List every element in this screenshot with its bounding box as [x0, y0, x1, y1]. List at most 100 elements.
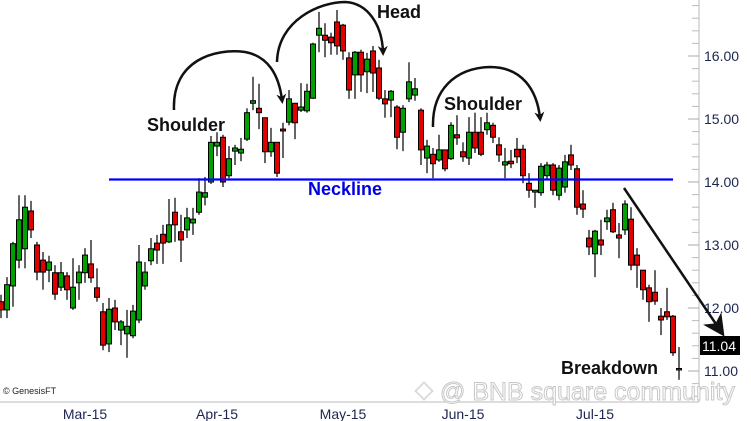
candle-body-up	[82, 254, 88, 274]
candle-body-down	[628, 218, 634, 266]
y-tick-label: 14.00	[704, 174, 739, 190]
candle	[196, 178, 202, 215]
candle	[526, 173, 532, 198]
candle-body-down	[154, 242, 160, 251]
x-axis: Mar-15 Apr-15 May-15 Jun-15 Jul-15	[0, 401, 699, 421]
candle	[58, 262, 64, 291]
candle	[280, 122, 286, 159]
candle	[358, 49, 364, 92]
candle-body-up	[76, 271, 82, 284]
credit-text: © GenesisFT	[3, 386, 57, 396]
candle-body-up	[4, 284, 10, 311]
candle	[166, 199, 172, 244]
candles	[0, 10, 682, 380]
candle-body-up	[304, 90, 310, 112]
candle	[232, 144, 238, 165]
candle-body-down	[568, 154, 574, 166]
candle	[94, 268, 100, 302]
candle	[244, 108, 250, 142]
candle-body-up	[352, 51, 358, 76]
candle-body-down	[0, 301, 4, 311]
candle	[106, 297, 112, 353]
candle	[370, 45, 376, 92]
candle	[76, 265, 82, 300]
candle-body-up	[142, 271, 148, 287]
candle-body-up	[148, 248, 154, 262]
candle-body-down	[430, 153, 436, 165]
candle-body-down	[652, 291, 658, 302]
candle-body-down	[472, 131, 478, 149]
candle-body-up	[202, 192, 208, 198]
candle-body-up	[58, 272, 64, 288]
candle-body-down	[442, 149, 448, 170]
y-tick-label: 13.00	[704, 237, 739, 253]
candle	[532, 189, 538, 208]
candle	[364, 52, 370, 94]
candle	[82, 248, 88, 283]
candle-body-down	[322, 34, 328, 41]
candle-body-down	[526, 182, 532, 191]
last-price-label: 11.04	[702, 338, 736, 354]
candle-body-up	[412, 88, 418, 96]
candle	[28, 200, 34, 239]
candle-body-down	[550, 164, 556, 191]
left-shoulder-arrow	[172, 50, 287, 111]
candle	[448, 122, 454, 160]
candle	[256, 83, 262, 130]
candle-body-down	[496, 144, 502, 156]
candle	[130, 304, 136, 339]
candle-body-up	[466, 131, 472, 159]
candle-body-down	[100, 311, 106, 346]
candle	[238, 137, 244, 162]
candle	[664, 287, 670, 320]
candle	[154, 234, 160, 264]
y-tick-label: 15.00	[704, 111, 739, 127]
candle	[64, 272, 70, 300]
candle-body-down	[64, 275, 70, 291]
candle-body-up	[424, 145, 430, 159]
candle	[0, 294, 4, 319]
candle-body-up	[364, 58, 370, 73]
candle	[640, 269, 646, 300]
candle	[490, 122, 496, 143]
candle	[178, 214, 184, 263]
candle	[334, 10, 340, 55]
candle-body-up	[388, 90, 394, 101]
candle	[496, 137, 502, 162]
candle-body-down	[112, 307, 118, 323]
candle	[586, 229, 592, 256]
candle	[610, 202, 616, 234]
candle	[346, 52, 352, 99]
candle-body-down	[658, 315, 664, 321]
candle	[568, 144, 574, 171]
candle	[598, 219, 604, 256]
y-axis: 11.00 12.00 13.00 14.00 15.00 16.00	[688, 0, 739, 402]
candle	[310, 42, 316, 99]
candle-body-down	[370, 50, 376, 74]
candle-body-up	[310, 43, 316, 99]
candle-body-down	[280, 128, 286, 132]
candle	[412, 78, 418, 101]
candle-body-up	[136, 261, 142, 321]
candle	[562, 154, 568, 193]
candle-body-down	[574, 168, 580, 208]
candle	[136, 245, 142, 324]
candle-body-down	[94, 287, 100, 298]
candle	[304, 83, 310, 113]
candle	[454, 115, 460, 145]
candle	[574, 164, 580, 215]
candle	[514, 137, 520, 164]
right-shoulder-label: Shoulder	[444, 94, 522, 114]
candle-body-down	[634, 254, 640, 266]
candle-body-up	[502, 161, 508, 166]
candle	[400, 105, 406, 152]
candle	[112, 299, 118, 331]
candle-body-up	[106, 308, 112, 345]
candle-body-up	[184, 217, 190, 231]
candle-body-down	[490, 124, 496, 138]
candle	[148, 238, 154, 266]
candle-body-down	[610, 209, 616, 233]
x-tick-label: Mar-15	[63, 406, 108, 421]
candle	[142, 262, 148, 290]
